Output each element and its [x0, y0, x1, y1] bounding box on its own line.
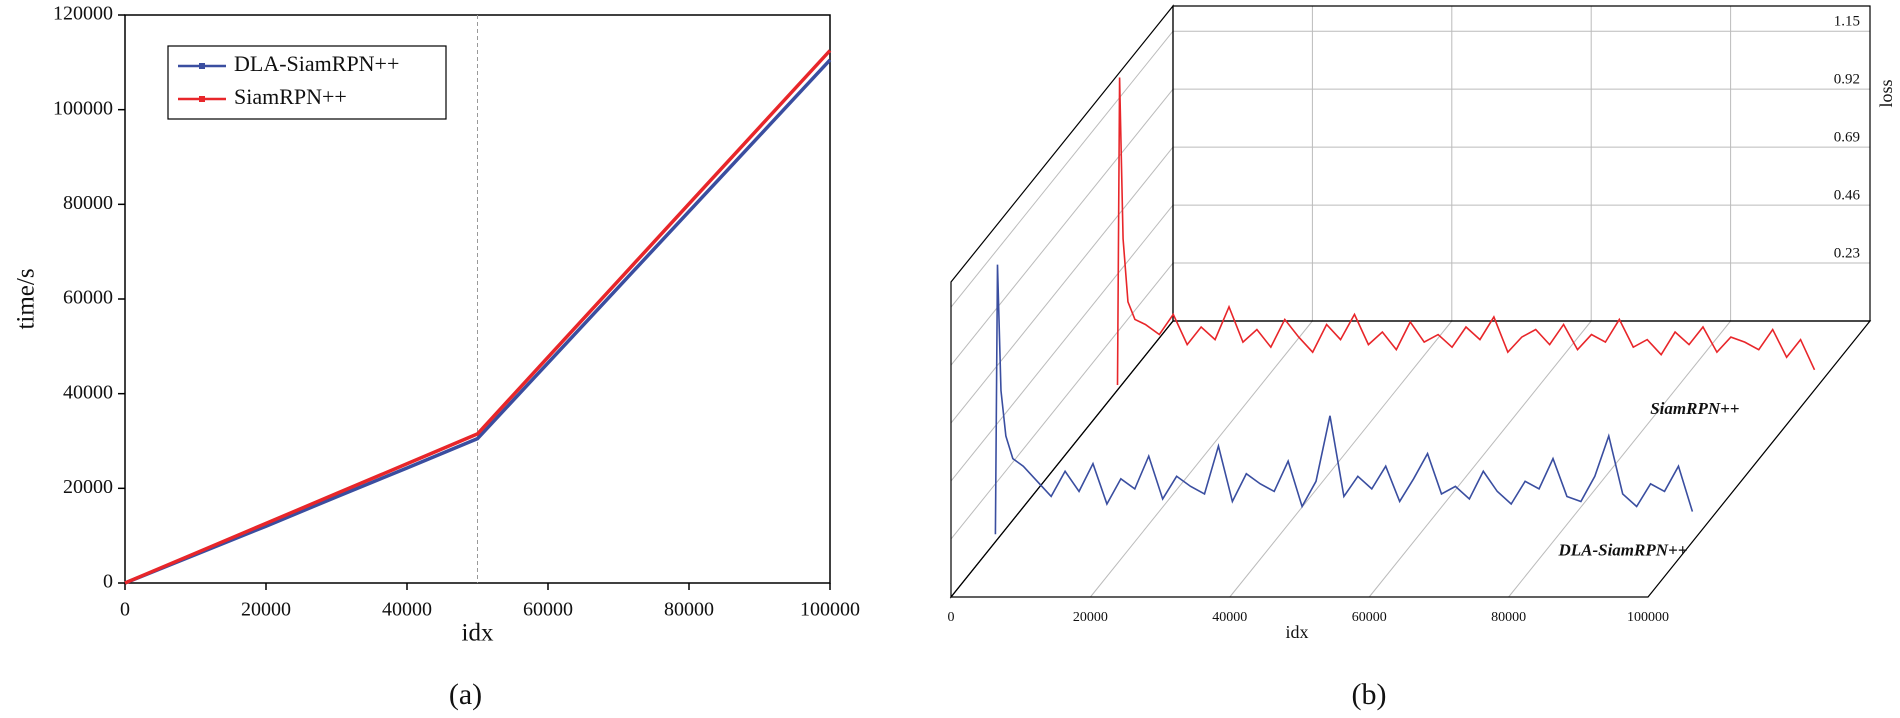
y-tick-label: 100000 — [53, 97, 113, 119]
floor-frame — [949, 320, 1872, 598]
series-line — [994, 264, 1694, 535]
x-axis-label: idx — [462, 620, 494, 647]
y-tick-label: 20000 — [63, 476, 113, 498]
x-tick-label: 80000 — [1491, 610, 1526, 625]
x-tick-label: 60000 — [523, 599, 573, 621]
x-tick-label: 100000 — [800, 599, 860, 621]
legend-marker — [199, 63, 205, 69]
y-tick-label: 60000 — [63, 287, 113, 309]
x-axis-label: idx — [1285, 622, 1308, 642]
x-tick-label: 20000 — [1073, 610, 1108, 625]
series-label: SiamRPN++ — [1650, 399, 1739, 418]
x-tick-label: 80000 — [664, 599, 714, 621]
y-axis-label: loss — [1876, 79, 1896, 107]
series-label: DLA-SiamRPN++ — [1557, 541, 1687, 560]
side-grid-line — [950, 88, 1174, 366]
floor-grid-line — [1229, 320, 1453, 598]
caption: (b) — [1352, 678, 1387, 711]
y-tick-label: 0 — [103, 571, 113, 593]
x-tick-label: 20000 — [241, 599, 291, 621]
y-tick-label: 80000 — [63, 192, 113, 214]
x-tick-label: 40000 — [382, 599, 432, 621]
side-grid-line — [950, 204, 1174, 482]
legend-label: SiamRPN++ — [234, 84, 347, 109]
floor-grid-line — [1368, 320, 1592, 598]
floor-grid-line — [1090, 320, 1313, 598]
side-frame — [950, 4, 1174, 599]
y-tick-label: 0.69 — [1834, 130, 1860, 146]
x-tick-label: 40000 — [1212, 610, 1247, 625]
legend-marker — [199, 96, 205, 102]
side-grid-line — [950, 146, 1174, 424]
floor-grid-line — [1508, 320, 1731, 598]
y-tick-label: 40000 — [63, 381, 113, 403]
y-tick-label: 120000 — [53, 3, 113, 25]
side-grid-line — [950, 262, 1174, 540]
x-tick-label: 60000 — [1352, 610, 1387, 625]
x-tick-label: 0 — [948, 610, 955, 625]
legend-box — [167, 45, 447, 120]
legend-label: DLA-SiamRPN++ — [234, 51, 399, 76]
y-tick-label: 0.46 — [1834, 188, 1861, 204]
series-line — [124, 49, 832, 585]
series-line — [1116, 77, 1816, 385]
y-tick-label: 1.15 — [1834, 14, 1860, 30]
series-line — [124, 58, 832, 585]
y-tick-label: 0.92 — [1834, 72, 1860, 88]
side-grid-line — [950, 30, 1174, 308]
caption: (a) — [449, 678, 482, 711]
x-tick-label: 100000 — [1627, 610, 1669, 625]
y-tick-label: 0.23 — [1834, 245, 1860, 261]
wall-frame — [1172, 5, 1871, 322]
y-axis-label: time/s — [13, 268, 40, 329]
x-tick-label: 0 — [120, 599, 130, 621]
